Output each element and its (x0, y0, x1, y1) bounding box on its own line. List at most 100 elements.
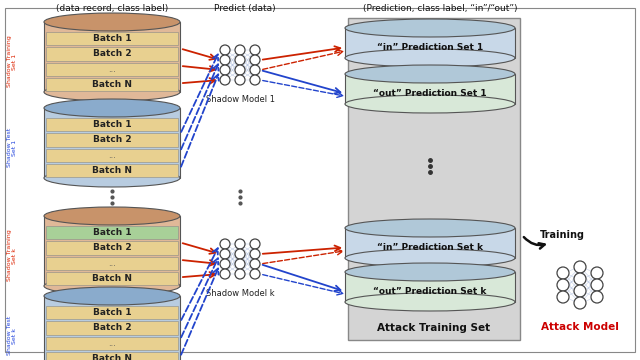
Bar (44, 216, 180, 286)
Circle shape (235, 269, 245, 279)
Circle shape (235, 259, 245, 269)
Circle shape (557, 279, 569, 291)
Bar (46, 321, 178, 334)
Circle shape (574, 297, 586, 309)
Bar (46, 63, 178, 76)
Ellipse shape (44, 13, 180, 31)
Circle shape (235, 55, 245, 65)
Ellipse shape (345, 219, 515, 237)
Text: Training: Training (540, 230, 584, 240)
Text: ...: ... (108, 65, 116, 74)
Ellipse shape (345, 95, 515, 113)
Text: “in” Prediction Set 1: “in” Prediction Set 1 (377, 43, 483, 52)
Circle shape (250, 65, 260, 75)
Text: Shadow Training
Set k: Shadow Training Set k (6, 230, 17, 282)
Circle shape (574, 261, 586, 273)
Text: Batch N: Batch N (92, 354, 132, 360)
Text: ...: ... (108, 339, 116, 348)
Bar (46, 256, 178, 270)
Circle shape (591, 279, 603, 291)
Circle shape (557, 291, 569, 303)
Ellipse shape (345, 293, 515, 311)
Circle shape (250, 55, 260, 65)
Text: Batch 2: Batch 2 (93, 135, 131, 144)
Text: “out” Prediction Set 1: “out” Prediction Set 1 (373, 89, 487, 98)
Bar (345, 228, 515, 258)
Text: Batch 1: Batch 1 (93, 120, 131, 129)
Text: (Prediction, class label, “in”/“out”): (Prediction, class label, “in”/“out”) (363, 4, 517, 13)
Bar (46, 133, 178, 147)
Ellipse shape (44, 99, 180, 117)
Ellipse shape (345, 19, 515, 37)
Bar (345, 74, 515, 104)
Circle shape (220, 45, 230, 55)
Circle shape (574, 273, 586, 285)
Bar (46, 47, 178, 60)
Text: Batch N: Batch N (92, 80, 132, 89)
Circle shape (220, 249, 230, 259)
Ellipse shape (44, 207, 180, 225)
Circle shape (220, 239, 230, 249)
Circle shape (235, 65, 245, 75)
Bar (46, 164, 178, 177)
Circle shape (574, 285, 586, 297)
Ellipse shape (44, 83, 180, 101)
Text: (data record, class label): (data record, class label) (56, 4, 168, 13)
Ellipse shape (44, 287, 180, 305)
Bar (44, 296, 180, 360)
Bar (46, 241, 178, 255)
Circle shape (591, 267, 603, 279)
Circle shape (557, 267, 569, 279)
Text: Batch 2: Batch 2 (93, 243, 131, 252)
Bar (46, 78, 178, 91)
Bar (44, 108, 180, 178)
Text: ...: ... (108, 258, 116, 267)
Circle shape (220, 65, 230, 75)
Text: Shadow Training
Set 1: Shadow Training Set 1 (6, 36, 17, 87)
Text: Attack Model: Attack Model (541, 322, 619, 332)
Bar (44, 22, 180, 92)
Circle shape (235, 249, 245, 259)
Circle shape (250, 75, 260, 85)
Text: Shadow Test
Set k: Shadow Test Set k (6, 316, 17, 355)
Ellipse shape (345, 49, 515, 67)
Text: “out” Prediction Set k: “out” Prediction Set k (373, 287, 486, 296)
Bar (46, 337, 178, 350)
Bar (345, 28, 515, 58)
Circle shape (220, 269, 230, 279)
Bar (46, 352, 178, 360)
Circle shape (591, 291, 603, 303)
Text: ...: ... (108, 150, 116, 159)
Circle shape (250, 259, 260, 269)
Bar (46, 148, 178, 162)
Text: Batch 1: Batch 1 (93, 308, 131, 317)
Text: Batch 1: Batch 1 (93, 228, 131, 237)
Ellipse shape (345, 65, 515, 83)
Bar (46, 226, 178, 239)
Ellipse shape (44, 169, 180, 187)
Text: Shadow Model 1: Shadow Model 1 (205, 95, 275, 104)
Bar (46, 272, 178, 285)
Circle shape (250, 239, 260, 249)
Bar (46, 32, 178, 45)
Bar (46, 118, 178, 131)
Text: Shadow Model k: Shadow Model k (205, 289, 275, 298)
Circle shape (250, 269, 260, 279)
Text: Batch 2: Batch 2 (93, 323, 131, 332)
Bar (345, 272, 515, 302)
Circle shape (250, 249, 260, 259)
Circle shape (250, 45, 260, 55)
Text: Batch 1: Batch 1 (93, 34, 131, 43)
Bar (348, 18, 520, 340)
Text: Batch 2: Batch 2 (93, 49, 131, 58)
Circle shape (220, 55, 230, 65)
Ellipse shape (44, 277, 180, 295)
Text: “in” Prediction Set k: “in” Prediction Set k (377, 243, 483, 252)
Text: Attack Training Set: Attack Training Set (378, 323, 491, 333)
Circle shape (220, 75, 230, 85)
Text: Predict (data): Predict (data) (214, 4, 276, 13)
Text: Shadow Test
Set 1: Shadow Test Set 1 (6, 128, 17, 167)
Circle shape (235, 75, 245, 85)
Ellipse shape (345, 249, 515, 267)
Ellipse shape (44, 357, 180, 360)
